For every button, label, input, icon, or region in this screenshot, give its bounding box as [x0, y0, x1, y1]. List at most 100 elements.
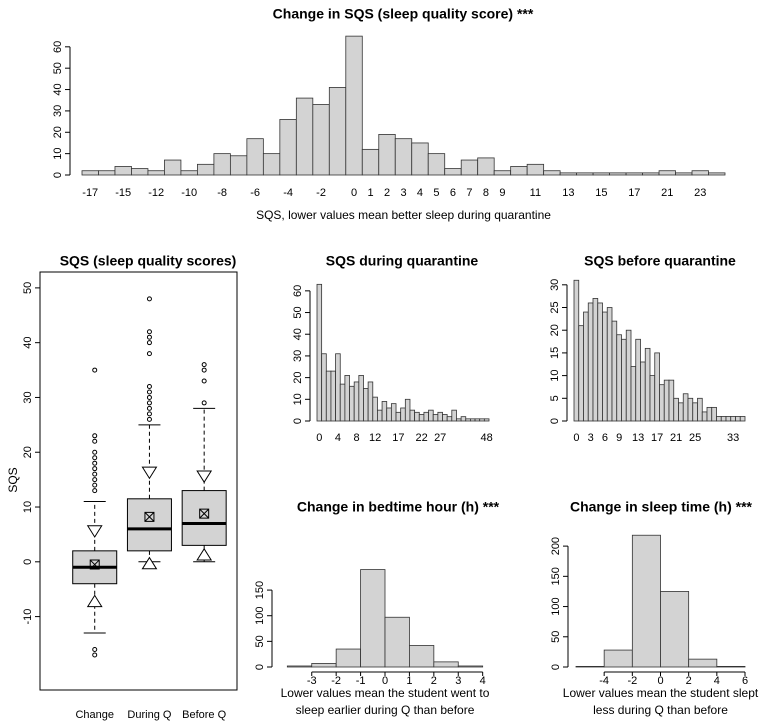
y-tick-label: 40	[292, 328, 304, 340]
bar	[663, 379, 670, 422]
y-tick-label: 20	[22, 446, 34, 458]
chart-title: SQS during quarantine	[326, 253, 479, 269]
bar	[390, 403, 397, 422]
bar	[353, 381, 360, 422]
x-tick-label: 15	[595, 187, 607, 199]
x-tick-label: 3	[588, 432, 594, 444]
y-tick-label: 10	[22, 501, 34, 513]
x-tick-label: 9	[616, 432, 622, 444]
bar	[642, 172, 660, 176]
bar	[606, 307, 613, 422]
x-tick-label: 22	[415, 432, 427, 444]
x-tick-label: 3	[400, 187, 406, 199]
bar	[360, 569, 386, 668]
bar	[330, 370, 336, 422]
bar	[730, 416, 736, 422]
bar	[114, 166, 132, 176]
outlier	[146, 383, 152, 389]
bar	[131, 168, 149, 176]
x-tick-label: 9	[499, 187, 505, 199]
y-tick-label: 50	[52, 62, 64, 74]
bar	[456, 418, 462, 422]
x-axis-label: SQS, lower values mean better sleep duri…	[256, 208, 551, 222]
bar	[706, 406, 713, 422]
bar	[575, 665, 605, 668]
bar	[394, 138, 413, 176]
x-tick-label: 3	[455, 675, 461, 687]
bar	[409, 645, 435, 668]
bar	[395, 411, 402, 422]
bar	[433, 661, 459, 668]
x-tick-label: 0	[316, 432, 322, 444]
outlier	[92, 652, 98, 658]
bar	[559, 172, 578, 176]
bar	[720, 416, 727, 422]
outlier	[201, 367, 207, 373]
bar	[603, 649, 633, 668]
bar	[611, 320, 618, 422]
y-tick-label: -10	[22, 609, 34, 625]
mean-marker	[144, 511, 155, 522]
bar	[349, 385, 355, 422]
y-tick-label: 30	[22, 391, 34, 403]
chart-title: Change in bedtime hour (h) ***	[297, 499, 500, 515]
y-tick-label: 0	[52, 172, 64, 178]
bar	[316, 283, 323, 422]
x-tick-label: -8	[217, 187, 227, 199]
bar	[573, 279, 580, 422]
bar	[81, 170, 99, 176]
bar	[725, 416, 732, 422]
y-tick-label: 50	[254, 635, 266, 647]
x-tick-label: 48	[481, 432, 493, 444]
x-tick-label: 4	[417, 187, 423, 199]
bar	[477, 157, 495, 176]
x-tick-label: During Q	[127, 709, 171, 721]
bar	[442, 414, 448, 422]
bar	[423, 411, 429, 422]
bar	[735, 416, 741, 422]
x-tick-label: -17	[82, 187, 98, 199]
chart-title: SQS before quarantine	[584, 253, 736, 269]
bar	[386, 407, 392, 422]
bar	[147, 170, 165, 176]
x-tick-label: -3	[307, 675, 317, 687]
bar	[739, 416, 746, 422]
y-tick-label: 100	[254, 607, 266, 625]
bar	[312, 104, 330, 176]
x-tick-label: -12	[148, 187, 164, 199]
bar	[367, 381, 374, 422]
bar	[673, 397, 679, 422]
outlier	[146, 416, 152, 422]
y-tick-label: 20	[52, 126, 64, 138]
y-tick-label: 20	[292, 371, 304, 383]
outlier	[146, 389, 152, 395]
y-tick-label: 15	[549, 347, 561, 359]
mean-marker	[89, 559, 100, 570]
bar	[404, 398, 411, 422]
bar	[213, 153, 231, 176]
upper-marker	[141, 466, 158, 480]
outlier	[201, 362, 207, 368]
x-tick-label: 2	[431, 675, 437, 687]
outlier	[92, 646, 98, 652]
outlier	[92, 367, 98, 373]
x-tick-label: 33	[727, 432, 739, 444]
outlier	[146, 400, 152, 406]
bar	[658, 170, 676, 176]
y-tick-label: 0	[550, 664, 562, 670]
x-tick-label: 17	[651, 432, 663, 444]
bar	[691, 170, 709, 176]
y-tick-label: 50	[550, 631, 562, 643]
y-tick-label: 30	[52, 105, 64, 117]
lower-marker	[141, 556, 158, 570]
x-tick-label: 4	[714, 675, 720, 687]
x-tick-label: 6	[742, 675, 748, 687]
bar	[361, 148, 380, 176]
x-tick-label: -2	[627, 675, 637, 687]
outlier	[146, 334, 152, 340]
bar	[635, 338, 641, 422]
bar	[675, 172, 693, 176]
bar	[279, 119, 297, 176]
bar	[716, 416, 722, 422]
